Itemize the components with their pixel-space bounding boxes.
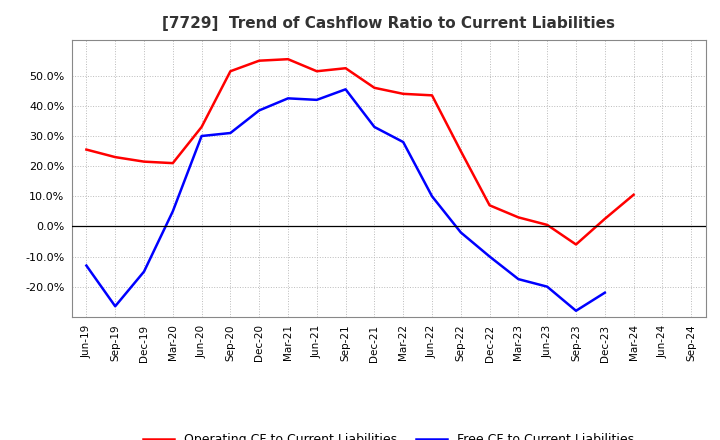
Free CF to Current Liabilities bbox=[226, 130, 235, 136]
Free CF to Current Liabilities bbox=[341, 87, 350, 92]
Free CF to Current Liabilities bbox=[197, 133, 206, 139]
Operating CF to Current Liabilities bbox=[456, 148, 465, 154]
Free CF to Current Liabilities bbox=[284, 96, 292, 101]
Free CF to Current Liabilities bbox=[140, 269, 148, 274]
Free CF to Current Liabilities bbox=[168, 209, 177, 214]
Free CF to Current Liabilities bbox=[111, 304, 120, 309]
Operating CF to Current Liabilities bbox=[168, 161, 177, 166]
Operating CF to Current Liabilities bbox=[255, 58, 264, 63]
Free CF to Current Liabilities bbox=[82, 263, 91, 268]
Operating CF to Current Liabilities bbox=[485, 203, 494, 208]
Free CF to Current Liabilities bbox=[370, 125, 379, 130]
Line: Operating CF to Current Liabilities: Operating CF to Current Liabilities bbox=[86, 59, 634, 245]
Title: [7729]  Trend of Cashflow Ratio to Current Liabilities: [7729] Trend of Cashflow Ratio to Curren… bbox=[162, 16, 616, 32]
Operating CF to Current Liabilities bbox=[284, 57, 292, 62]
Free CF to Current Liabilities bbox=[399, 139, 408, 145]
Operating CF to Current Liabilities bbox=[111, 154, 120, 160]
Operating CF to Current Liabilities bbox=[312, 69, 321, 74]
Free CF to Current Liabilities bbox=[428, 194, 436, 199]
Operating CF to Current Liabilities bbox=[514, 215, 523, 220]
Operating CF to Current Liabilities bbox=[428, 93, 436, 98]
Operating CF to Current Liabilities bbox=[341, 66, 350, 71]
Operating CF to Current Liabilities bbox=[370, 85, 379, 91]
Free CF to Current Liabilities bbox=[312, 97, 321, 103]
Operating CF to Current Liabilities bbox=[140, 159, 148, 164]
Free CF to Current Liabilities bbox=[485, 254, 494, 259]
Operating CF to Current Liabilities bbox=[600, 216, 609, 221]
Free CF to Current Liabilities bbox=[572, 308, 580, 313]
Free CF to Current Liabilities bbox=[255, 108, 264, 113]
Operating CF to Current Liabilities bbox=[226, 69, 235, 74]
Free CF to Current Liabilities bbox=[514, 276, 523, 282]
Legend: Operating CF to Current Liabilities, Free CF to Current Liabilities: Operating CF to Current Liabilities, Fre… bbox=[138, 429, 639, 440]
Free CF to Current Liabilities bbox=[600, 290, 609, 295]
Operating CF to Current Liabilities bbox=[197, 125, 206, 130]
Free CF to Current Liabilities bbox=[456, 230, 465, 235]
Free CF to Current Liabilities bbox=[543, 284, 552, 290]
Operating CF to Current Liabilities bbox=[82, 147, 91, 152]
Operating CF to Current Liabilities bbox=[572, 242, 580, 247]
Operating CF to Current Liabilities bbox=[399, 91, 408, 96]
Operating CF to Current Liabilities bbox=[543, 222, 552, 227]
Line: Free CF to Current Liabilities: Free CF to Current Liabilities bbox=[86, 89, 605, 311]
Operating CF to Current Liabilities bbox=[629, 192, 638, 198]
